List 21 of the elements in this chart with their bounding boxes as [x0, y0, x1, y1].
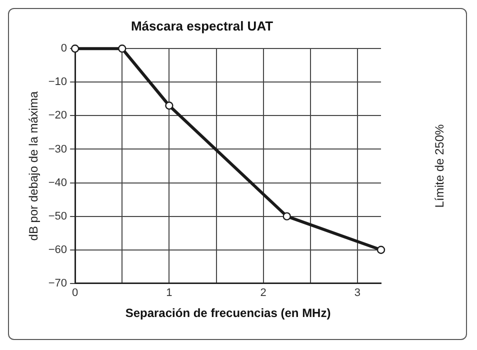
point: [70, 44, 80, 53]
x-axis-title: Separación de frecuencias (en MHz): [125, 306, 331, 320]
y-tick-label: −50: [48, 210, 68, 222]
y-tick-label: −20: [48, 110, 68, 122]
x-tick-label: 3: [354, 287, 361, 300]
x-tick-label: 0: [72, 287, 78, 300]
point: [282, 212, 291, 220]
y-tick-label: −10: [48, 76, 68, 88]
chart-title: Máscara espectral UAT: [130, 18, 274, 34]
y-tick-label: −40: [48, 176, 68, 189]
y-tick-label: −70: [48, 277, 68, 290]
x-tick-label: 2: [260, 287, 266, 300]
x-tick-label: 1: [166, 287, 172, 300]
y-tick-label: −30: [48, 143, 68, 156]
point: [118, 44, 126, 53]
y-tick-label: 0: [60, 42, 68, 55]
y-axis-title: dB por debajo de la máxima: [26, 90, 41, 241]
point: [376, 246, 386, 254]
y2-axis-title: Límite de 250%: [432, 124, 446, 208]
point: [165, 102, 174, 110]
y-tick-label: −60: [48, 244, 68, 256]
